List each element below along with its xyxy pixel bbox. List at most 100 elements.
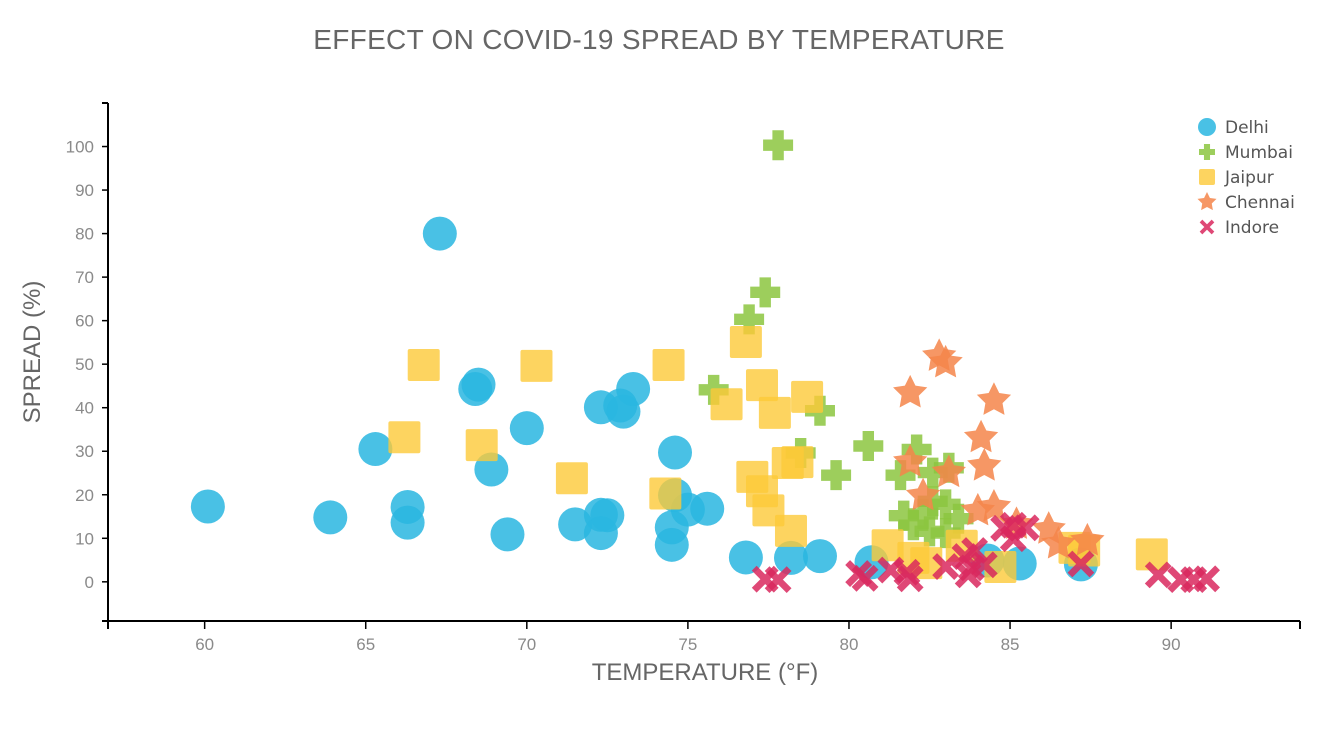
- data-point: [590, 498, 625, 533]
- data-point: [558, 507, 593, 542]
- y-tick-label: 100: [66, 138, 94, 157]
- data-point: [555, 462, 588, 495]
- data-point: [932, 553, 960, 580]
- legend-label: Chennai: [1225, 193, 1295, 213]
- legend-marker: [1199, 219, 1215, 235]
- data-point: [1144, 561, 1172, 589]
- y-tick-label: 50: [75, 355, 94, 374]
- data-point: [764, 566, 792, 594]
- data-point: [763, 130, 794, 161]
- data-point: [773, 540, 808, 575]
- data-point: [616, 371, 651, 406]
- x-tick-label: 80: [840, 635, 859, 654]
- data-point: [734, 304, 765, 335]
- x-tick-label: 65: [356, 635, 375, 654]
- data-point: [908, 498, 939, 529]
- data-point: [821, 460, 852, 491]
- data-point: [954, 561, 982, 589]
- data-point: [917, 457, 948, 488]
- y-tick-label: 60: [75, 312, 94, 331]
- legend-item-delhi: Delhi: [1198, 118, 1269, 138]
- data-point: [781, 446, 814, 479]
- data-point: [1067, 550, 1095, 578]
- data-point: [649, 477, 682, 510]
- data-point: [509, 411, 544, 446]
- data-point: [893, 444, 928, 477]
- data-point: [853, 431, 884, 462]
- x-tick-label: 75: [678, 635, 697, 654]
- y-tick-label: 40: [75, 399, 94, 418]
- data-point: [465, 429, 498, 462]
- data-point: [871, 529, 904, 562]
- data-point: [791, 380, 824, 413]
- data-point: [728, 540, 763, 575]
- y-tick-label: 70: [75, 268, 94, 287]
- data-point: [388, 421, 421, 454]
- legend-marker: [1199, 169, 1215, 185]
- data-point: [914, 516, 945, 547]
- chart-title: EFFECT ON COVID-19 SPREAD BY TEMPERATURE: [313, 24, 1005, 55]
- data-point: [970, 551, 998, 579]
- data-point: [750, 277, 781, 308]
- x-tick-label: 85: [1001, 635, 1020, 654]
- x-tick-label: 60: [195, 635, 214, 654]
- y-tick-label: 30: [75, 442, 94, 461]
- legend-label: Indore: [1225, 218, 1279, 238]
- data-point: [461, 367, 496, 402]
- data-point: [888, 500, 919, 531]
- data-point: [963, 419, 999, 453]
- legend-item-mumbai: Mumbai: [1199, 143, 1293, 163]
- data-point: [190, 489, 225, 524]
- data-point: [976, 382, 1012, 415]
- data-point: [390, 505, 425, 540]
- data-point: [976, 488, 1012, 522]
- data-point: [729, 325, 762, 358]
- data-point: [967, 448, 1002, 481]
- y-tick-label: 20: [75, 486, 94, 505]
- data-point: [1135, 538, 1168, 571]
- data-point: [1193, 565, 1220, 593]
- legend-item-jaipur: Jaipur: [1199, 168, 1274, 188]
- data-point: [422, 216, 457, 251]
- data-point: [313, 500, 348, 535]
- legend-marker: [1199, 144, 1215, 160]
- data-point: [893, 374, 928, 408]
- y-axis-title: SPREAD (%): [19, 281, 46, 424]
- y-tick-label: 10: [75, 529, 94, 548]
- data-point: [1041, 525, 1076, 559]
- x-tick-label: 70: [517, 635, 536, 654]
- data-point: [901, 434, 932, 465]
- legend-marker: [1198, 118, 1216, 136]
- data-point: [851, 564, 879, 592]
- legend-label: Jaipur: [1224, 168, 1274, 188]
- legend-item-chennai: Chennai: [1197, 192, 1295, 213]
- axes: 0 10 20 30 40 50 60 70 80 90 100 60 65 70 75 80 85 90: [66, 102, 1301, 654]
- data-point: [928, 344, 963, 378]
- data-point: [898, 510, 929, 541]
- legend-item-indore: Indore: [1199, 218, 1279, 238]
- y-tick-label: 0: [85, 573, 94, 592]
- data-point: [358, 432, 393, 467]
- data-point: [652, 349, 685, 382]
- plot-area: [190, 130, 1220, 594]
- x-axis-title: TEMPERATURE (°F): [592, 659, 818, 686]
- legend-marker: [1197, 192, 1217, 211]
- data-point: [943, 503, 974, 534]
- data-point: [690, 491, 725, 526]
- data-point: [745, 369, 778, 402]
- data-point: [905, 477, 941, 511]
- series-indore: [751, 511, 1220, 594]
- data-point: [930, 518, 961, 549]
- legend-label: Delhi: [1225, 118, 1269, 138]
- data-point: [802, 539, 837, 574]
- data-point: [896, 565, 924, 593]
- data-point: [490, 517, 525, 552]
- x-tick-label: 90: [1162, 635, 1181, 654]
- data-point: [758, 396, 791, 429]
- data-point: [520, 349, 553, 382]
- data-point: [407, 349, 440, 382]
- data-point: [930, 489, 961, 520]
- legend: Delhi Mumbai Jaipur Chennai Indore: [1197, 118, 1295, 238]
- legend-label: Mumbai: [1225, 143, 1293, 163]
- data-point: [931, 454, 966, 488]
